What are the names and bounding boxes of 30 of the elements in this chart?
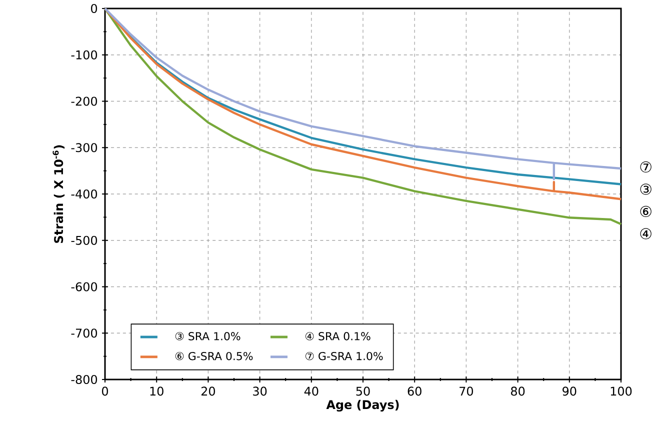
text: ③ [640,184,652,196]
x-tick-label: 100 [610,386,632,396]
legend-label: ⑦ G-SRA 1.0% [306,352,383,360]
text: ⑥ [640,206,652,218]
x-tick-label: 50 [356,386,370,396]
x-tick-label: 80 [511,386,525,396]
y-tick-label: -400 [71,190,98,199]
y-tick-label: 0 [91,4,98,14]
x-tick-label: 40 [304,386,318,396]
text: ⑦ [640,162,652,173]
text: ④ [640,228,652,240]
x-tick-label: 70 [460,386,474,396]
x-axis-title: Age (Days) [326,400,399,412]
legend-label: ④ SRA 0.1% [306,332,370,341]
x-tick-label: 90 [562,386,576,396]
y-tick-label: -700 [71,328,98,338]
y-tick-label: -200 [71,96,98,106]
x-tick-label: 60 [408,386,422,396]
y-tick-label: -500 [71,236,98,246]
y-tick-label: -100 [71,50,98,60]
legend-label: ⑥ G-SRA 0.5% [175,352,253,360]
x-tick-label: 30 [253,386,267,396]
x-tick-label: 10 [150,386,164,396]
legend-label: ③ SRA 1.0% [175,332,240,341]
x-tick-label: 0 [102,386,108,396]
y-tick-label: -300 [71,143,98,152]
x-tick-label: 20 [201,386,216,396]
y-tick-label: -600 [71,282,98,292]
y-tick-label: -800 [71,375,98,384]
y-axis-title: Strain ( X 10$^{-6}$) [52,146,65,244]
